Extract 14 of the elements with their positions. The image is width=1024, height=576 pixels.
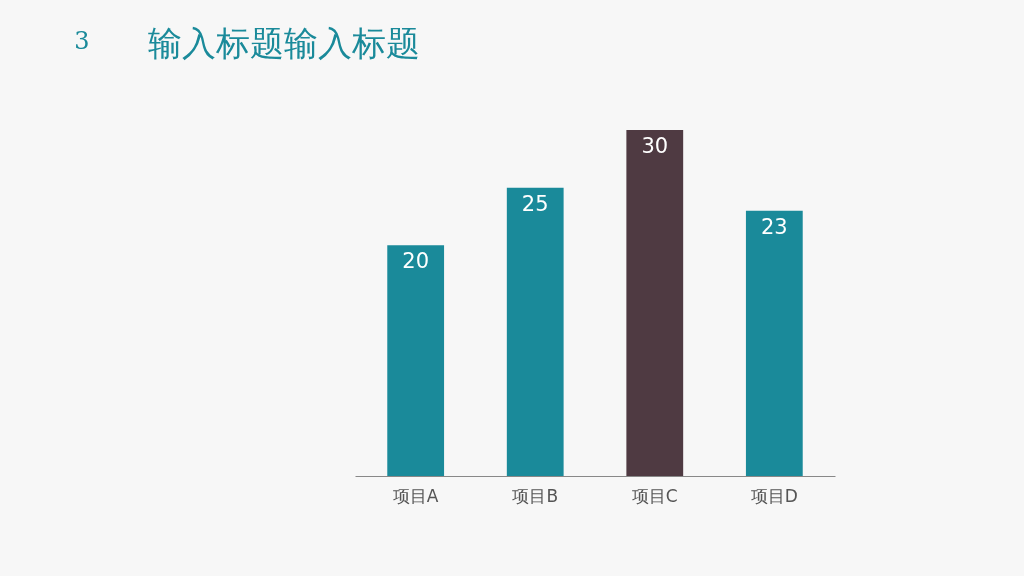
bar [387,245,445,476]
data-label: 23 [760,214,788,239]
x-tick-label: 项目B [512,485,559,506]
data-label: 30 [641,134,669,158]
data-label: 25 [521,191,549,216]
x-tick-label: 项目A [392,485,439,506]
bar [506,187,564,476]
x-tick-label: 项目C [631,485,678,506]
x-tick-label: 项目D [750,485,798,506]
bar [626,130,684,476]
data-label: 20 [402,249,430,274]
text: 3 [74,27,90,55]
chart-title: 输入标题输入标题 [148,23,420,63]
bar [745,210,803,476]
